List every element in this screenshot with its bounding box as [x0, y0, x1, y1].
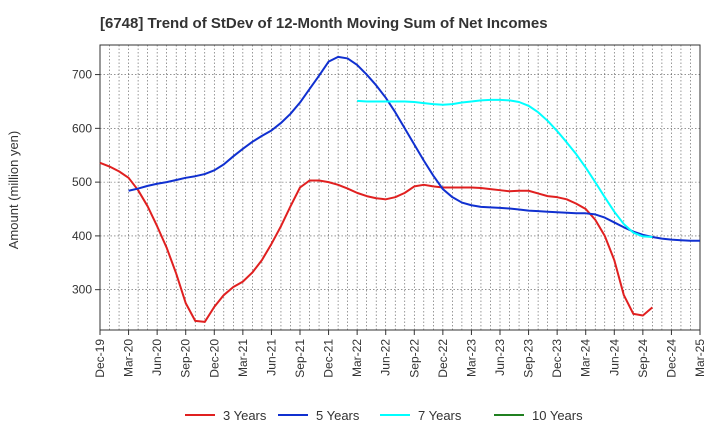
y-tick-label: 600: [72, 121, 92, 135]
x-tick-label: Dec-20: [207, 339, 221, 378]
x-tick-label: Jun-21: [264, 339, 278, 376]
chart-title: [6748] Trend of StDev of 12-Month Moving…: [100, 15, 548, 32]
legend: 3 Years 5 Years 7 Years 10 Years: [185, 408, 583, 423]
x-tick-label: Sep-22: [407, 339, 421, 378]
legend-label-5-years: 5 Years: [316, 408, 360, 423]
x-tick-label: Mar-25: [693, 339, 707, 377]
x-tick-label: Jun-24: [607, 339, 621, 376]
y-axis-label: Amount (million yen): [6, 131, 21, 250]
x-tick-label: Sep-20: [179, 339, 193, 378]
legend-label-3-years: 3 Years: [223, 408, 267, 423]
grid-lines: [99, 45, 701, 330]
series-lines: [99, 55, 700, 323]
x-tick-label: Sep-23: [522, 339, 536, 378]
y-tick-label: 400: [72, 229, 92, 243]
legend-label-10-years: 10 Years: [532, 408, 583, 423]
x-tick-label: Dec-19: [93, 339, 107, 378]
x-tick-label: Mar-20: [122, 339, 136, 377]
series-line-3-years: [99, 161, 654, 323]
y-tick-label: 500: [72, 175, 92, 189]
x-tick-label: Mar-21: [236, 339, 250, 377]
x-tick-label: Jun-23: [493, 339, 507, 376]
x-tick-label: Dec-23: [550, 339, 564, 378]
x-tick-label: Mar-23: [464, 339, 478, 377]
series-line-5-years: [128, 55, 700, 242]
x-tick-label: Jun-22: [379, 339, 393, 376]
x-tick-label: Dec-24: [664, 339, 678, 378]
y-tick-label: 700: [72, 68, 92, 82]
series-line-7-years: [357, 98, 653, 238]
x-tick-label: Sep-24: [636, 339, 650, 378]
x-tick-label: Dec-21: [322, 339, 336, 378]
x-tick-label: Mar-24: [579, 339, 593, 377]
plot-area-frame: [99, 44, 701, 331]
x-axis-ticks: Dec-19 Mar-20 Jun-20 Sep-20 Dec-20 Mar-21 Jun-…: [93, 330, 707, 378]
legend-label-7-years: 7 Years: [418, 408, 462, 423]
x-tick-label: Jun-20: [150, 339, 164, 376]
y-tick-label: 300: [72, 283, 92, 297]
y-axis-ticks: 300 400 500 600 700: [72, 68, 100, 297]
x-tick-label: Sep-21: [293, 339, 307, 378]
x-tick-label: Mar-22: [350, 339, 364, 377]
x-tick-label: Dec-22: [436, 339, 450, 378]
